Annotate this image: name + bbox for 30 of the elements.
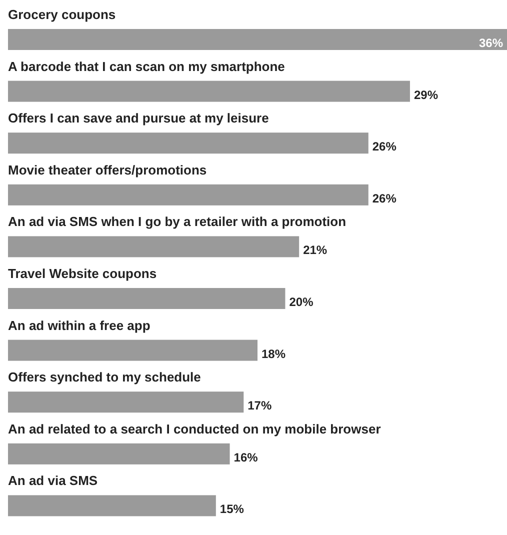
bar xyxy=(8,392,244,413)
y-tick-label: Travel Website coupons xyxy=(8,266,157,281)
y-tick-label: Offers I can save and pursue at my leisure xyxy=(8,110,269,126)
data-label: 21% xyxy=(303,243,328,258)
y-tick-label: Grocery coupons xyxy=(8,7,116,22)
data-label: 26% xyxy=(372,191,397,206)
y-tick-label: Movie theater offers/promotions xyxy=(8,162,207,178)
y-tick-label: An ad via SMS when I go by a retailer with a promotion xyxy=(8,214,346,230)
data-label: 15% xyxy=(220,502,244,516)
bar xyxy=(8,132,368,154)
y-tick-label: An ad via SMS xyxy=(8,473,98,488)
bar xyxy=(8,340,258,361)
bar xyxy=(8,288,286,309)
y-tick-label: An ad within a free app xyxy=(8,318,150,333)
bar xyxy=(8,443,230,464)
bar xyxy=(8,29,507,50)
y-tick-label: An ad related to a search I conducted on my mobile browser xyxy=(8,421,381,436)
y-tick-label: A barcode that I can scan on my smartphone xyxy=(8,58,285,74)
data-label: 18% xyxy=(262,346,286,361)
data-label: 26% xyxy=(372,140,397,154)
bar xyxy=(8,184,368,206)
y-tick-label: Offers synched to my schedule xyxy=(8,370,201,385)
data-label: 36% xyxy=(478,36,504,50)
bar xyxy=(8,236,300,258)
bar xyxy=(8,80,410,102)
data-label: 16% xyxy=(234,450,258,464)
data-label: 17% xyxy=(248,398,272,413)
bar xyxy=(8,495,216,516)
data-label: 29% xyxy=(414,88,438,102)
data-label: 20% xyxy=(289,295,314,309)
